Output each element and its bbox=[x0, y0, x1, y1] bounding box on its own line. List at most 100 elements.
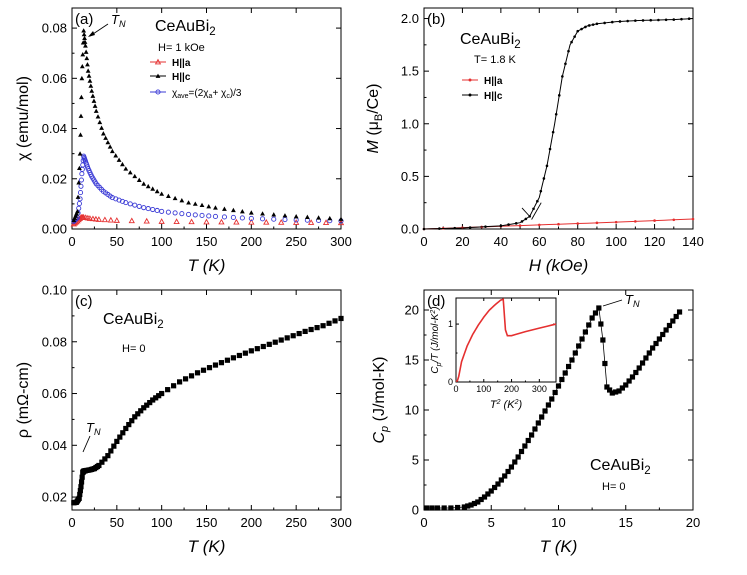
chart-title: CeAuBi2 bbox=[590, 457, 651, 477]
data-point bbox=[218, 218, 225, 225]
data-point bbox=[551, 130, 555, 134]
data-point bbox=[448, 505, 454, 511]
data-point bbox=[263, 218, 270, 225]
data-point bbox=[91, 98, 97, 103]
data-point bbox=[271, 212, 277, 217]
data-point bbox=[82, 35, 87, 41]
data-point bbox=[136, 203, 142, 209]
data-point bbox=[239, 209, 245, 214]
data-point bbox=[77, 491, 83, 498]
peak-arrowhead bbox=[88, 31, 95, 37]
y-tick-label: 10 bbox=[405, 403, 419, 418]
data-point bbox=[271, 216, 277, 222]
peak-arrow bbox=[82, 435, 91, 453]
data-point bbox=[646, 350, 652, 356]
data-point bbox=[557, 222, 560, 226]
data-point bbox=[634, 220, 637, 223]
data-point bbox=[192, 212, 198, 218]
data-point bbox=[86, 215, 94, 221]
data-point bbox=[199, 212, 205, 218]
data-point bbox=[109, 148, 115, 154]
panel-label: (d) bbox=[427, 293, 445, 310]
data-point bbox=[105, 453, 111, 459]
data-point bbox=[278, 337, 284, 343]
data-point bbox=[618, 20, 622, 23]
data-point bbox=[520, 220, 524, 223]
data-point bbox=[105, 139, 111, 145]
y-tick-label: 0.02 bbox=[42, 171, 67, 186]
data-point bbox=[221, 214, 227, 220]
data-point bbox=[102, 456, 108, 462]
data-point bbox=[660, 331, 666, 338]
data-point bbox=[97, 119, 103, 125]
data-point bbox=[498, 477, 504, 483]
data-point bbox=[316, 215, 321, 220]
data-point bbox=[127, 170, 133, 175]
data-point bbox=[609, 390, 615, 396]
inset-plot: 0 100 200 300 0 1 T2 (K2) Cp/T (J/mol-K2) bbox=[430, 297, 557, 411]
data-point bbox=[650, 345, 656, 351]
x-tick-label: 250 bbox=[285, 234, 307, 249]
data-point bbox=[74, 209, 80, 214]
data-point bbox=[434, 505, 441, 511]
x-tick-label: 20 bbox=[686, 515, 700, 530]
data-point bbox=[471, 500, 478, 507]
data-point bbox=[478, 496, 484, 503]
data-point bbox=[79, 171, 85, 177]
y-tick-label: 0.00 bbox=[42, 222, 67, 237]
x-tick-label: 60 bbox=[532, 234, 546, 249]
data-point bbox=[572, 350, 578, 356]
y-tick-label: 20 bbox=[405, 303, 419, 318]
data-point bbox=[90, 93, 96, 98]
data-point bbox=[100, 131, 106, 136]
x-tick-label: 100 bbox=[605, 234, 627, 249]
data-point bbox=[488, 488, 494, 494]
data-point bbox=[481, 494, 488, 500]
x-tick-label: 100 bbox=[151, 234, 173, 249]
data-point bbox=[172, 195, 178, 201]
data-point bbox=[239, 215, 245, 221]
data-point bbox=[603, 21, 606, 25]
y-axis-label: ρ (mΩ-cm) bbox=[15, 362, 32, 438]
data-point bbox=[120, 430, 126, 436]
data-point bbox=[536, 199, 539, 203]
data-point bbox=[141, 205, 147, 211]
data-point bbox=[338, 315, 344, 322]
data-point bbox=[322, 219, 330, 226]
peak-arrow bbox=[602, 299, 623, 307]
data-point bbox=[522, 443, 528, 449]
y-tick-label: 0.08 bbox=[42, 21, 67, 36]
data-point bbox=[159, 191, 165, 196]
data-point bbox=[76, 165, 82, 171]
data-point bbox=[76, 205, 82, 211]
data-point bbox=[314, 325, 320, 331]
data-point bbox=[468, 502, 474, 508]
data-point bbox=[592, 310, 599, 316]
data-point bbox=[518, 224, 522, 227]
data-point bbox=[564, 62, 567, 66]
data-point bbox=[327, 215, 333, 221]
data-point bbox=[79, 75, 85, 81]
x-tick-label: 15 bbox=[619, 515, 633, 530]
data-point bbox=[293, 214, 299, 219]
data-point bbox=[596, 305, 602, 311]
annotation: H= 0 bbox=[122, 343, 146, 355]
data-point bbox=[573, 35, 576, 38]
data-point bbox=[224, 357, 231, 363]
data-point bbox=[266, 341, 272, 347]
data-point bbox=[89, 88, 95, 93]
data-point bbox=[83, 49, 89, 54]
data-point bbox=[84, 55, 90, 61]
panel-b: 0 20 40 60 80 100 120 140 0.0 0.5 1.0 1.5 2.0 (b) CeAu… bbox=[365, 7, 704, 275]
data-point bbox=[619, 385, 625, 391]
data-point bbox=[76, 495, 82, 501]
data-point bbox=[92, 103, 98, 108]
data-point bbox=[165, 209, 171, 215]
data-point bbox=[147, 399, 153, 406]
peak-label: TN bbox=[625, 292, 640, 309]
data-point bbox=[260, 211, 265, 216]
x-tick-label: 40 bbox=[494, 234, 508, 249]
data-point bbox=[248, 218, 255, 225]
y-axis-label: χ (emu/mol) bbox=[15, 76, 32, 161]
data-point bbox=[159, 390, 165, 397]
